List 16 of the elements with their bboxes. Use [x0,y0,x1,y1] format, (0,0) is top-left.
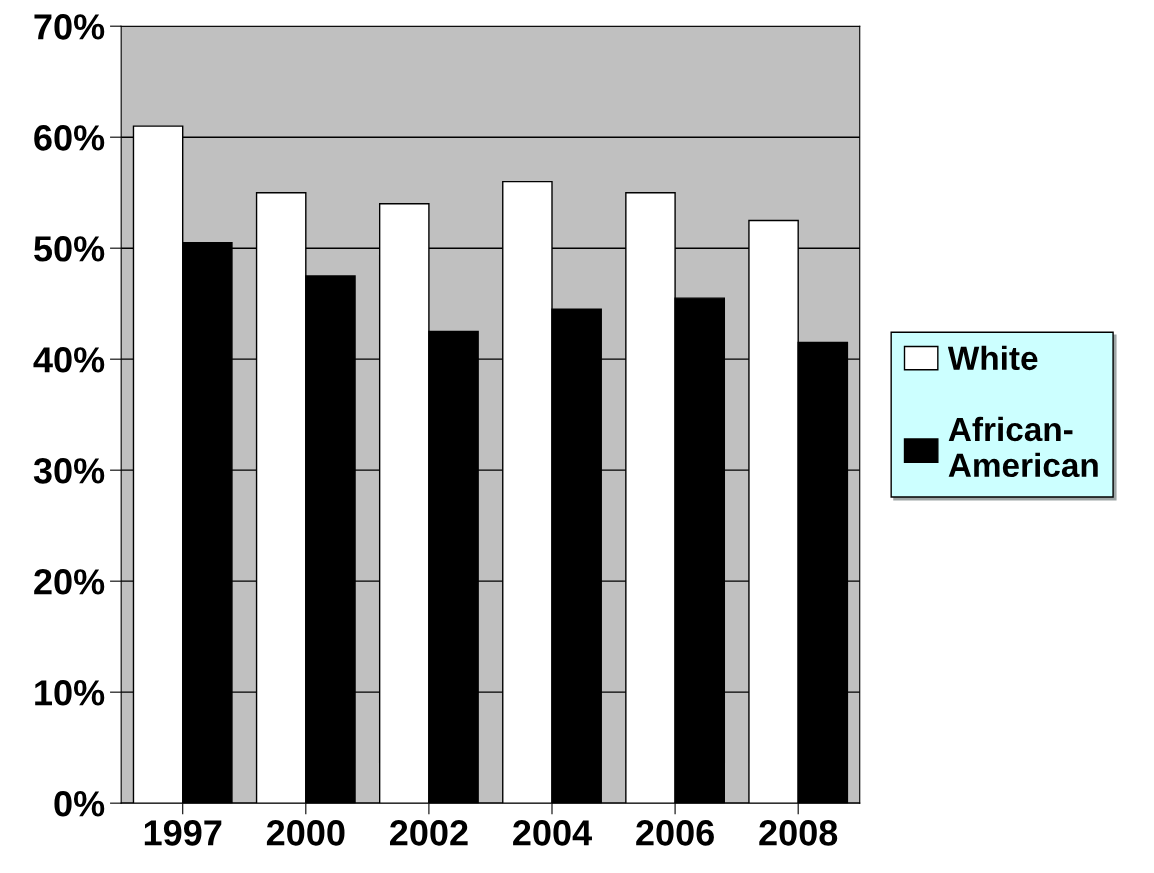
y-tick-label: 50% [34,236,105,262]
x-tick-label: 2002 [389,820,468,846]
y-tick-label: 20% [34,569,105,595]
x-tick-label: 2000 [266,820,345,846]
y-tick-label: 10% [35,680,105,706]
y-tick-label: 60% [34,125,105,151]
x-tick-label: 2006 [636,820,714,846]
y-tick-label: 0% [54,791,105,817]
y-tick-label: 40% [33,347,105,373]
legend-label: African- American [948,416,1098,478]
x-tick-label: 2004 [513,820,592,846]
y-tick-label: 70% [34,14,105,40]
x-tick-label: 2008 [759,820,838,846]
legend-label: White [947,345,1038,371]
y-tick-label: 30% [33,458,105,484]
x-tick-label: 1997 [144,820,222,846]
